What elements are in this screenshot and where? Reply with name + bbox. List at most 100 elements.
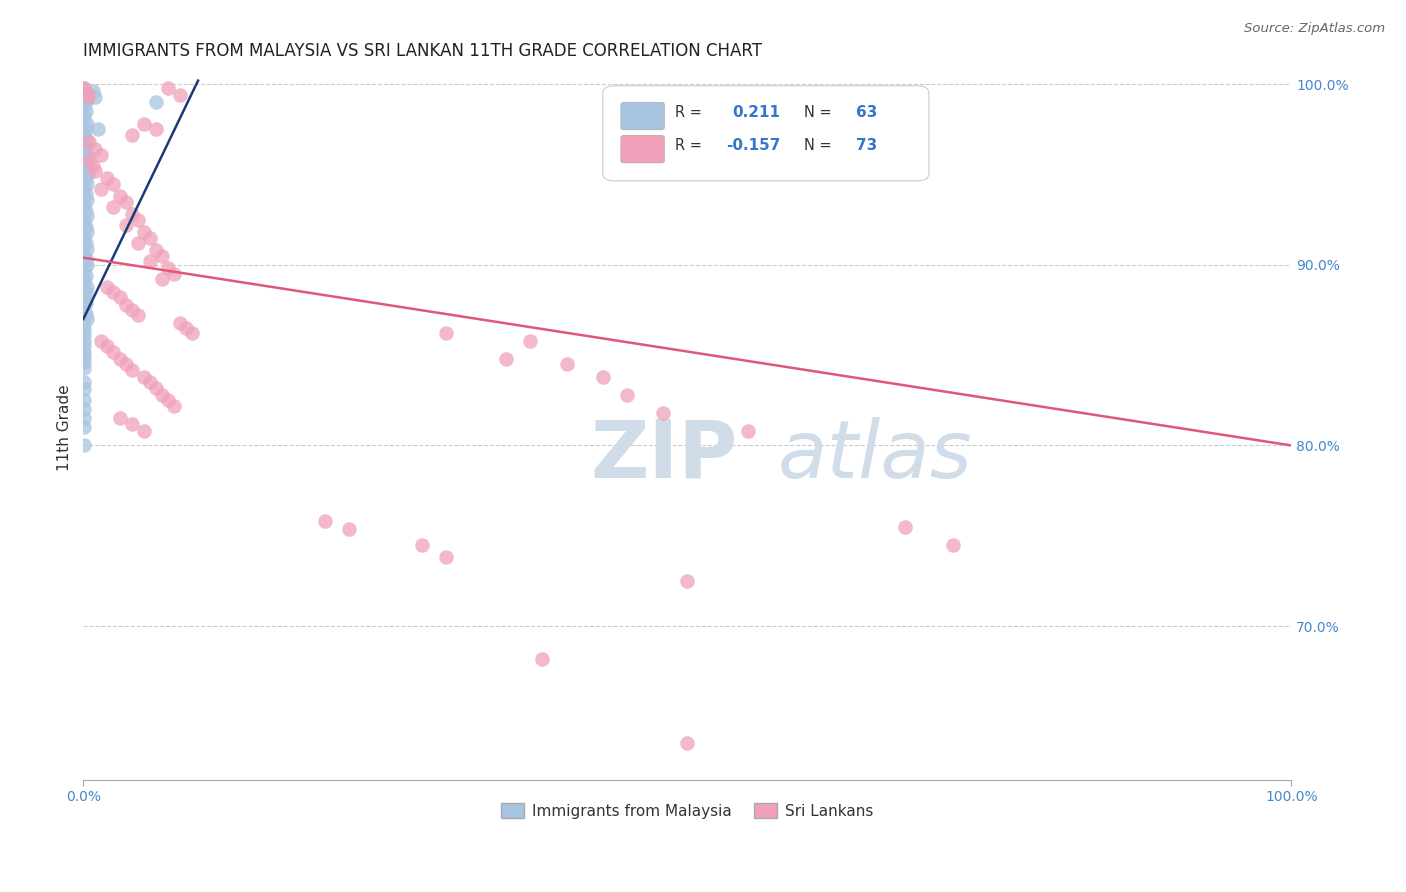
Point (156, 393, 179, 408)
Point (434, 326, 457, 341)
Text: ZIP: ZIP (591, 417, 738, 494)
Point (163, 399, 186, 413)
Point (75, 155, 97, 169)
Point (73, 360, 96, 375)
Point (676, 574, 699, 588)
Point (90, 182, 112, 196)
Point (893, 520, 915, 534)
Point (76, 87, 98, 101)
Point (150, 388, 173, 402)
Point (156, 80, 179, 95)
Point (314, 514, 336, 528)
Point (114, 194, 136, 209)
Point (411, 538, 433, 552)
Point (103, 285, 125, 299)
Point (676, 737, 699, 751)
Point (75, 187, 97, 202)
Point (156, 261, 179, 276)
Point (87, 122, 110, 136)
Point (138, 376, 160, 390)
Text: N =: N = (804, 138, 832, 153)
FancyBboxPatch shape (621, 136, 665, 163)
Point (73, 383, 96, 397)
Point (73, 344, 96, 359)
Point (150, 272, 173, 286)
Point (114, 218, 136, 232)
Point (73, 80, 96, 95)
Point (75, 307, 97, 321)
Point (434, 550, 457, 565)
Point (73, 99, 96, 113)
FancyBboxPatch shape (621, 103, 665, 130)
Point (96, 339, 118, 353)
Point (150, 249, 173, 263)
Point (76, 117, 98, 131)
Point (169, 316, 191, 330)
Point (73, 411, 96, 425)
Point (75, 138, 97, 153)
Point (75, 295, 97, 310)
Point (132, 369, 155, 384)
Point (174, 321, 197, 335)
Text: 73: 73 (856, 138, 877, 153)
Point (138, 231, 160, 245)
Point (103, 344, 125, 359)
Point (79, 135, 101, 149)
Point (75, 236, 97, 251)
Point (169, 88, 191, 103)
Text: atlas: atlas (778, 417, 973, 494)
Point (73, 355, 96, 369)
Point (76, 242, 98, 256)
Text: R =: R = (675, 105, 702, 120)
Point (75, 252, 97, 267)
Point (73, 438, 96, 452)
Point (163, 267, 186, 281)
Point (76, 193, 98, 207)
Point (121, 207, 143, 221)
Point (75, 203, 97, 218)
Point (96, 171, 118, 186)
Point (519, 334, 541, 348)
Point (132, 117, 155, 131)
Point (73, 420, 96, 434)
Point (73, 128, 96, 142)
Point (73, 274, 96, 288)
Point (73, 290, 96, 304)
Point (121, 362, 143, 376)
Point (108, 189, 131, 203)
Point (76, 94, 98, 108)
Point (76, 279, 98, 293)
Point (121, 128, 143, 142)
Point (76, 177, 98, 191)
Text: -0.157: -0.157 (725, 138, 780, 153)
Point (108, 411, 131, 425)
Point (942, 538, 965, 552)
Point (73, 301, 96, 316)
FancyBboxPatch shape (603, 86, 929, 181)
Point (616, 388, 638, 402)
Legend: Immigrants from Malaysia, Sri Lankans: Immigrants from Malaysia, Sri Lankans (495, 797, 880, 825)
Point (121, 417, 143, 431)
Point (73, 263, 96, 277)
Point (592, 369, 614, 384)
Point (75, 122, 97, 136)
Point (82, 85, 104, 99)
Point (73, 161, 96, 175)
Point (73, 323, 96, 337)
Point (75, 88, 97, 103)
Point (75, 171, 97, 186)
Point (73, 318, 96, 332)
Text: 0.211: 0.211 (733, 105, 780, 120)
Text: R =: R = (675, 138, 702, 153)
Point (127, 212, 149, 227)
Text: IMMIGRANTS FROM MALAYSIA VS SRI LANKAN 11TH GRADE CORRELATION CHART: IMMIGRANTS FROM MALAYSIA VS SRI LANKAN 1… (83, 42, 762, 60)
Point (75, 285, 97, 299)
Point (73, 402, 96, 417)
Point (76, 225, 98, 239)
Point (73, 144, 96, 158)
Point (84, 164, 107, 178)
Text: N =: N = (804, 105, 832, 120)
Point (145, 95, 167, 110)
Point (73, 182, 96, 196)
Point (652, 406, 675, 420)
